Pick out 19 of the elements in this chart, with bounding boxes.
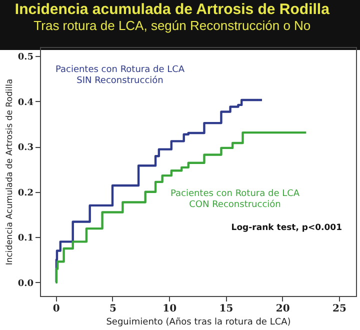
x-tick-label: 25	[332, 304, 347, 314]
x-tick-label: 10	[162, 304, 177, 314]
y-tick-label: 0.4	[18, 98, 34, 108]
annotation: Log-rank test, p<0.001	[231, 223, 342, 233]
x-tick-label: 15	[219, 304, 234, 314]
x-tick-label: 5	[110, 304, 117, 314]
x-tick-label: 0	[52, 304, 60, 314]
x-tick-label: 20	[276, 304, 290, 314]
series-label: Pacientes con Rotura de LCA CON Reconstrucción	[170, 189, 300, 210]
y-axis-title: Incidencia Acumulada de Artrosis de Rodilla	[4, 78, 15, 266]
y-tick-label: 0.1	[18, 234, 34, 244]
y-tick-label: 0.3	[18, 143, 34, 154]
text: Pacientes con Rotura de LCA SIN Reconstrucción	[55, 65, 186, 86]
y-tick-label: 0.5	[18, 52, 34, 63]
y-tick-label: 0.0	[18, 278, 34, 289]
y-tick-label: 0.2	[18, 188, 34, 198]
chart-subtitle: Tras rotura de LCA, según Reconstrucción o No	[34, 18, 311, 33]
chart-title: Incidencia acumulada de Artrosis de Rodilla	[14, 1, 330, 18]
x-axis-title: Seguimiento (Años tras la rotura de LCA)	[106, 318, 291, 328]
